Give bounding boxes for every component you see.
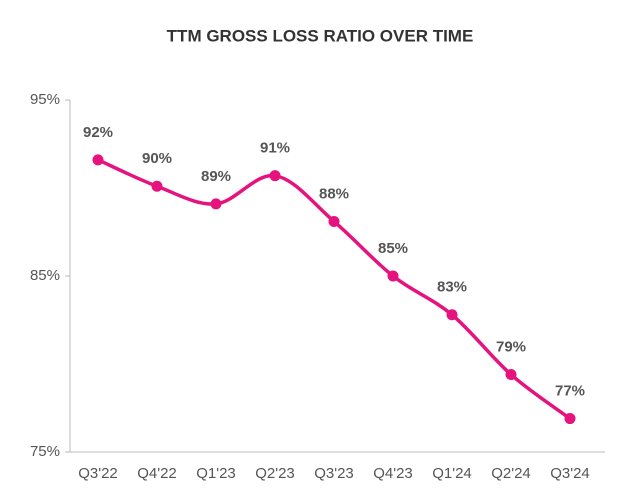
value-label: 77% bbox=[555, 383, 585, 400]
x-tick-label: Q1'24 bbox=[432, 465, 472, 482]
value-label: 85% bbox=[378, 240, 408, 257]
value-label: 79% bbox=[496, 339, 526, 356]
value-label: 89% bbox=[201, 168, 231, 185]
value-label: 92% bbox=[83, 124, 113, 141]
point bbox=[387, 270, 399, 282]
point bbox=[151, 180, 163, 192]
x-tick-label: Q3'24 bbox=[550, 465, 590, 482]
point bbox=[269, 170, 281, 182]
point bbox=[505, 369, 517, 381]
point bbox=[92, 154, 104, 166]
point bbox=[210, 198, 222, 210]
value-label: 83% bbox=[437, 279, 467, 296]
chart-title: TTM GROSS LOSS RATIO OVER TIME bbox=[167, 26, 474, 45]
y-tick-label: 85% bbox=[30, 267, 60, 284]
x-tick-label: Q2'24 bbox=[491, 465, 531, 482]
x-tick-label: Q4'23 bbox=[373, 465, 413, 482]
value-label: 91% bbox=[260, 140, 290, 157]
x-tick-label: Q3'23 bbox=[314, 465, 354, 482]
x-tick-label: Q2'23 bbox=[255, 465, 295, 482]
y-tick-label: 95% bbox=[30, 91, 60, 108]
value-label: 90% bbox=[142, 150, 172, 167]
y-tick-label: 75% bbox=[30, 443, 60, 460]
point bbox=[564, 413, 576, 425]
x-tick-label: Q4'22 bbox=[137, 465, 177, 482]
value-label: 88% bbox=[319, 185, 349, 202]
point bbox=[328, 215, 340, 227]
x-tick-label: Q1'23 bbox=[196, 465, 236, 482]
point bbox=[446, 309, 458, 321]
x-tick-label: Q3'22 bbox=[78, 465, 118, 482]
